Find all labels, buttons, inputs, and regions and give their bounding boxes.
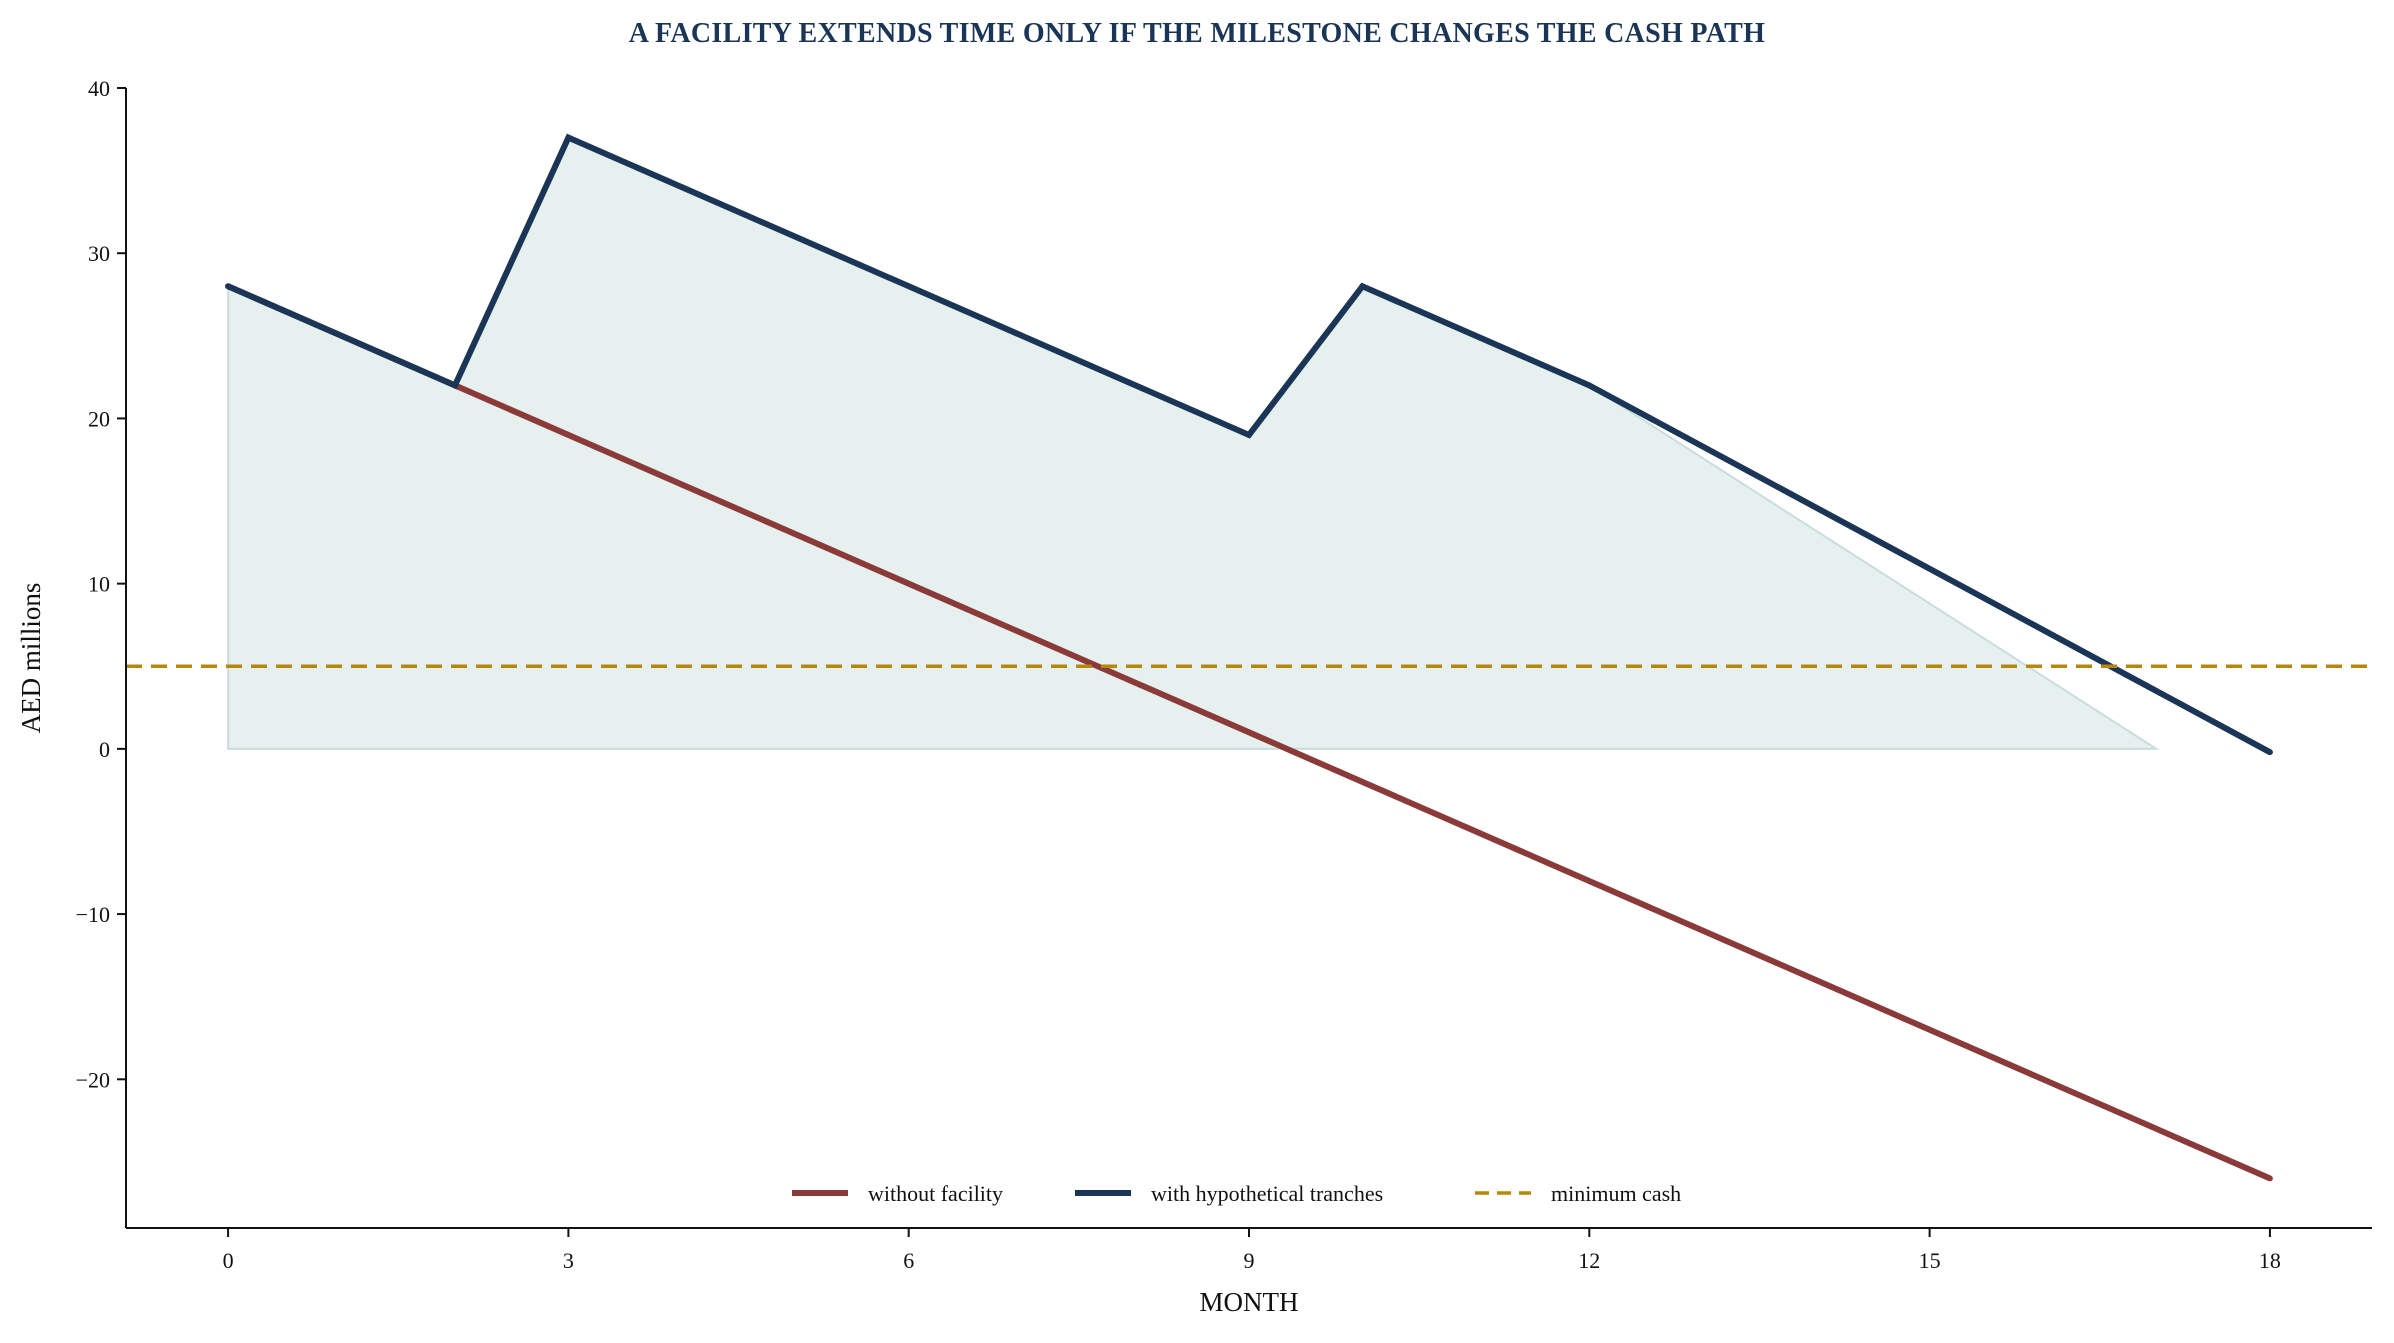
y-axis-label: AED millions — [16, 583, 46, 734]
legend: without facility with hypothetical tranch… — [792, 1181, 1681, 1206]
y-tick-label: 0 — [99, 737, 110, 762]
x-tick-label: 18 — [2259, 1248, 2281, 1273]
axes: 0 3 6 9 12 15 18 −20 −10 0 10 20 30 40 — [76, 76, 2372, 1273]
data-point-without-facility — [2266, 1175, 2273, 1182]
y-tick-label: 20 — [88, 406, 110, 431]
y-tick-label: 40 — [88, 76, 110, 101]
x-tick-label: 12 — [1578, 1248, 1600, 1273]
chart-title: A FACILITY EXTENDS TIME ONLY IF THE MILE… — [629, 18, 1765, 49]
x-tick-label: 0 — [223, 1248, 234, 1273]
x-tick-label: 15 — [1919, 1248, 1941, 1273]
x-tick-label: 9 — [1244, 1248, 1255, 1273]
x-axis-label: MONTH — [1200, 1287, 1299, 1317]
data-point-with-hypothetical-tranches — [1359, 283, 1366, 290]
data-point-with-hypothetical-tranches — [565, 134, 572, 141]
legend-label-without-facility: without facility — [868, 1181, 1003, 1206]
y-tick-label: −10 — [76, 902, 110, 927]
data-point-with-hypothetical-tranches — [451, 382, 458, 389]
data-point-with-hypothetical-tranches — [2266, 749, 2273, 756]
y-tick-label: −20 — [76, 1067, 110, 1092]
data-point-with-hypothetical-tranches — [1246, 431, 1252, 438]
y-tick-label: 10 — [88, 572, 110, 597]
x-tick-label: 6 — [903, 1248, 914, 1273]
data-point-with-hypothetical-tranches — [225, 283, 232, 290]
legend-label-with-hypothetical-tranches: with hypothetical tranches — [1151, 1181, 1383, 1206]
data-point-with-hypothetical-tranches — [1586, 382, 1593, 389]
x-tick-label: 3 — [563, 1248, 574, 1273]
shaded-area — [227, 136, 2160, 750]
legend-label-minimum-cash: minimum cash — [1551, 1181, 1681, 1206]
plot-area — [126, 133, 2372, 1182]
y-tick-label: 30 — [88, 241, 110, 266]
